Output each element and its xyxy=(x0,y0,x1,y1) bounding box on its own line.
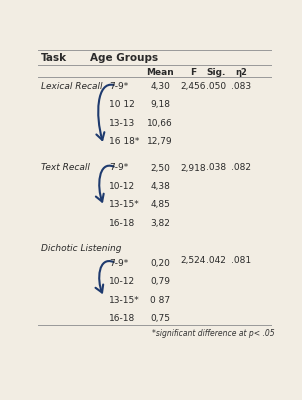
Text: 7-9*: 7-9* xyxy=(109,164,128,172)
Text: 16-18: 16-18 xyxy=(109,314,135,324)
Text: 10-12: 10-12 xyxy=(109,182,135,191)
FancyArrowPatch shape xyxy=(95,261,114,292)
Text: Sig.: Sig. xyxy=(206,68,226,77)
Text: .038: .038 xyxy=(206,164,226,172)
Text: .081: .081 xyxy=(231,256,251,265)
Text: F: F xyxy=(190,68,196,77)
Text: 10 12: 10 12 xyxy=(109,100,135,109)
Text: Task: Task xyxy=(41,53,67,63)
Text: 3,82: 3,82 xyxy=(150,219,170,228)
Text: 10,66: 10,66 xyxy=(147,119,173,128)
Text: Mean: Mean xyxy=(146,68,174,77)
FancyArrowPatch shape xyxy=(96,85,114,140)
Text: 12,79: 12,79 xyxy=(147,137,173,146)
Text: 2,524: 2,524 xyxy=(180,256,205,265)
Text: 16-18: 16-18 xyxy=(109,219,135,228)
Text: 4,38: 4,38 xyxy=(150,182,170,191)
Text: Dichotic Listening: Dichotic Listening xyxy=(41,244,121,252)
Text: 10-12: 10-12 xyxy=(109,278,135,286)
Text: 13-15*: 13-15* xyxy=(109,296,140,305)
Text: 16 18*: 16 18* xyxy=(109,137,140,146)
Text: 7-9*: 7-9* xyxy=(109,259,128,268)
Text: 9,18: 9,18 xyxy=(150,100,170,109)
Text: 0 87: 0 87 xyxy=(150,296,170,305)
Text: 4,30: 4,30 xyxy=(150,82,170,91)
Text: 2,918: 2,918 xyxy=(180,164,206,172)
Text: .050: .050 xyxy=(206,82,226,91)
Text: 0,79: 0,79 xyxy=(150,278,170,286)
Text: Lexical Recall: Lexical Recall xyxy=(41,82,102,91)
Text: 13-13: 13-13 xyxy=(109,119,135,128)
Text: .083: .083 xyxy=(231,82,251,91)
Text: 13-15*: 13-15* xyxy=(109,200,140,210)
Text: 0,20: 0,20 xyxy=(150,259,170,268)
Text: Age Groups: Age Groups xyxy=(91,53,159,63)
Text: .082: .082 xyxy=(231,164,251,172)
Text: Text Recall: Text Recall xyxy=(41,164,90,172)
Text: *significant difference at p< .05: *significant difference at p< .05 xyxy=(153,329,275,338)
FancyArrowPatch shape xyxy=(96,166,114,202)
Text: .042: .042 xyxy=(206,256,226,265)
Text: 2,456: 2,456 xyxy=(180,82,205,91)
Text: 4,85: 4,85 xyxy=(150,200,170,210)
Text: 0,75: 0,75 xyxy=(150,314,170,324)
Text: 7-9*: 7-9* xyxy=(109,82,128,91)
Text: η2: η2 xyxy=(235,68,247,77)
Text: 2,50: 2,50 xyxy=(150,164,170,172)
